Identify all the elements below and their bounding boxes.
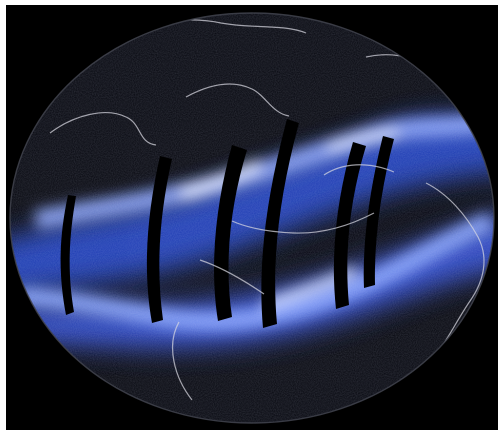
earth-night-image bbox=[6, 5, 498, 430]
globe-rim bbox=[9, 12, 495, 424]
globe-illustration bbox=[6, 5, 498, 430]
globe-surface bbox=[10, 13, 494, 423]
swath-gaps bbox=[60, 119, 394, 328]
sensor-noise bbox=[10, 13, 494, 423]
